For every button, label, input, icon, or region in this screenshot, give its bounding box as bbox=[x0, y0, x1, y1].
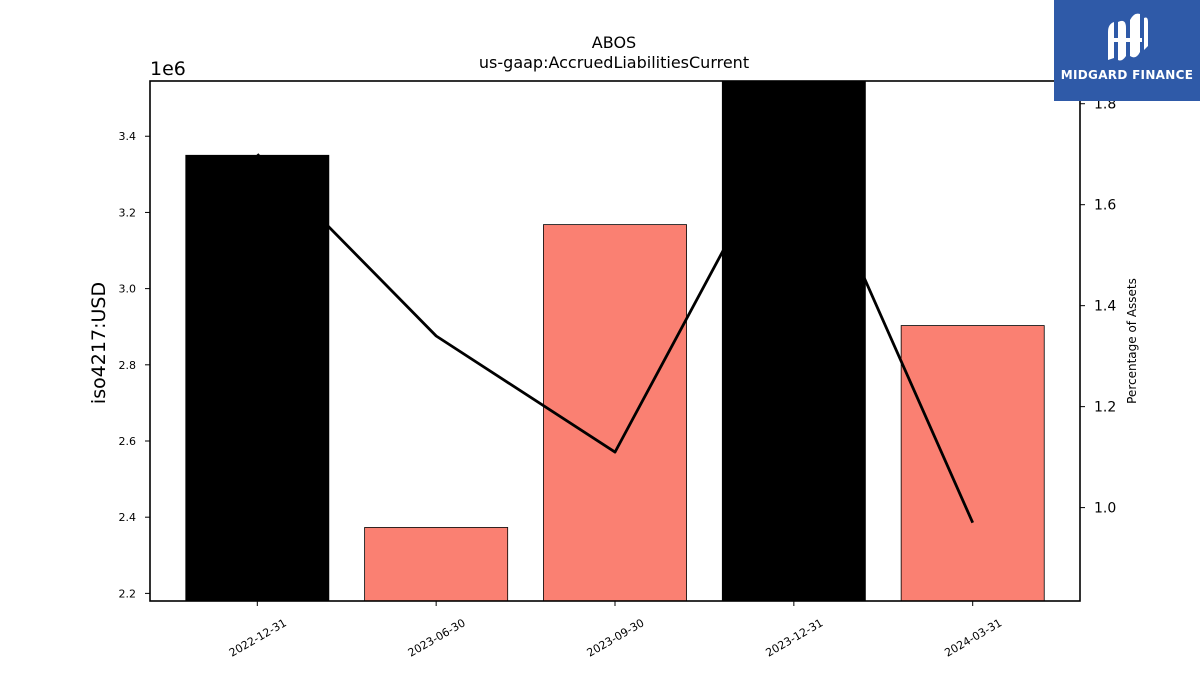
y-axis-label: iso4217:USD bbox=[88, 282, 110, 404]
series-line bbox=[256, 117, 974, 524]
bar bbox=[543, 224, 687, 601]
y-axis-offset-label: 1e6 bbox=[150, 58, 186, 80]
bar-group bbox=[185, 81, 1045, 601]
y-tick-label: 2.6 bbox=[119, 435, 137, 448]
x-tick-label: 2022-12-31 bbox=[227, 616, 289, 659]
y2-tick-label: 1.4 bbox=[1094, 299, 1116, 315]
chart-subtitle: us-gaap:AccruedLiabilitiesCurrent bbox=[479, 53, 749, 72]
x-tick-label: 2023-09-30 bbox=[585, 616, 647, 659]
y-tick-label: 2.2 bbox=[119, 587, 137, 600]
bar bbox=[364, 527, 509, 601]
y-tick-label: 2.4 bbox=[119, 511, 137, 524]
y2-tick-label: 1.0 bbox=[1094, 501, 1116, 517]
x-tick-label: 2024-03-31 bbox=[942, 616, 1004, 659]
line-series bbox=[256, 117, 974, 524]
y-tick-label: 3.0 bbox=[119, 283, 137, 296]
y-tick-label: 2.8 bbox=[119, 359, 137, 372]
bar bbox=[721, 81, 866, 601]
y2-tick-label: 1.2 bbox=[1094, 400, 1116, 416]
y-tick-label: 3.4 bbox=[119, 130, 137, 143]
bar bbox=[185, 154, 330, 601]
y2-axis-label: Percentage of Assets bbox=[1125, 278, 1139, 404]
x-tick-label: 2023-12-31 bbox=[763, 616, 825, 659]
y2-tick-label: 1.6 bbox=[1094, 198, 1116, 214]
brand-logo-text: MIDGARD FINANCE bbox=[1060, 68, 1194, 82]
midgard-logo-icon bbox=[1108, 13, 1148, 61]
chart-title: ABOS bbox=[592, 33, 636, 52]
bar bbox=[900, 325, 1045, 601]
y-tick-label: 3.2 bbox=[119, 206, 137, 219]
brand-logo: MIDGARD FINANCE bbox=[1054, 0, 1200, 101]
x-tick-label: 2023-06-30 bbox=[406, 616, 468, 659]
